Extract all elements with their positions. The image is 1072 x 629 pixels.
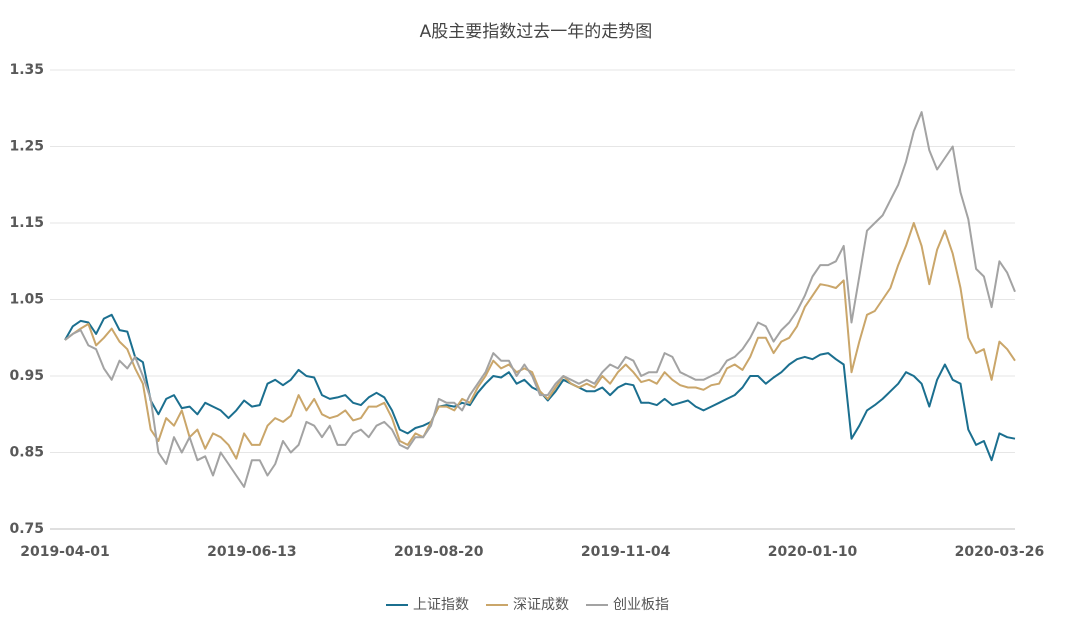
y-tick-label: 1.35 xyxy=(9,62,44,78)
x-tick-label: 2019-11-04 xyxy=(581,544,671,560)
y-tick-label: 1.05 xyxy=(9,292,44,308)
series-line xyxy=(64,222,1016,460)
x-tick-label: 2019-04-01 xyxy=(20,544,110,560)
x-tick-label: 2019-08-20 xyxy=(394,544,484,560)
y-tick-label: 0.75 xyxy=(9,521,44,537)
series-line xyxy=(64,111,1016,488)
chart-title: A股主要指数过去一年的走势图 xyxy=(420,22,653,42)
y-tick-label: 1.25 xyxy=(9,139,44,155)
y-tick-label: 0.85 xyxy=(9,445,44,461)
legend-label: 深证成数 xyxy=(513,597,569,613)
legend-label: 创业板指 xyxy=(613,597,669,613)
series-line xyxy=(64,313,1016,462)
x-tick-label: 2020-03-26 xyxy=(955,544,1045,560)
legend-label: 上证指数 xyxy=(413,597,469,613)
x-tick-label: 2019-06-13 xyxy=(207,544,297,560)
x-tick-label: 2020-01-10 xyxy=(768,544,858,560)
y-tick-label: 0.95 xyxy=(9,368,44,384)
y-tick-label: 1.15 xyxy=(9,215,44,231)
